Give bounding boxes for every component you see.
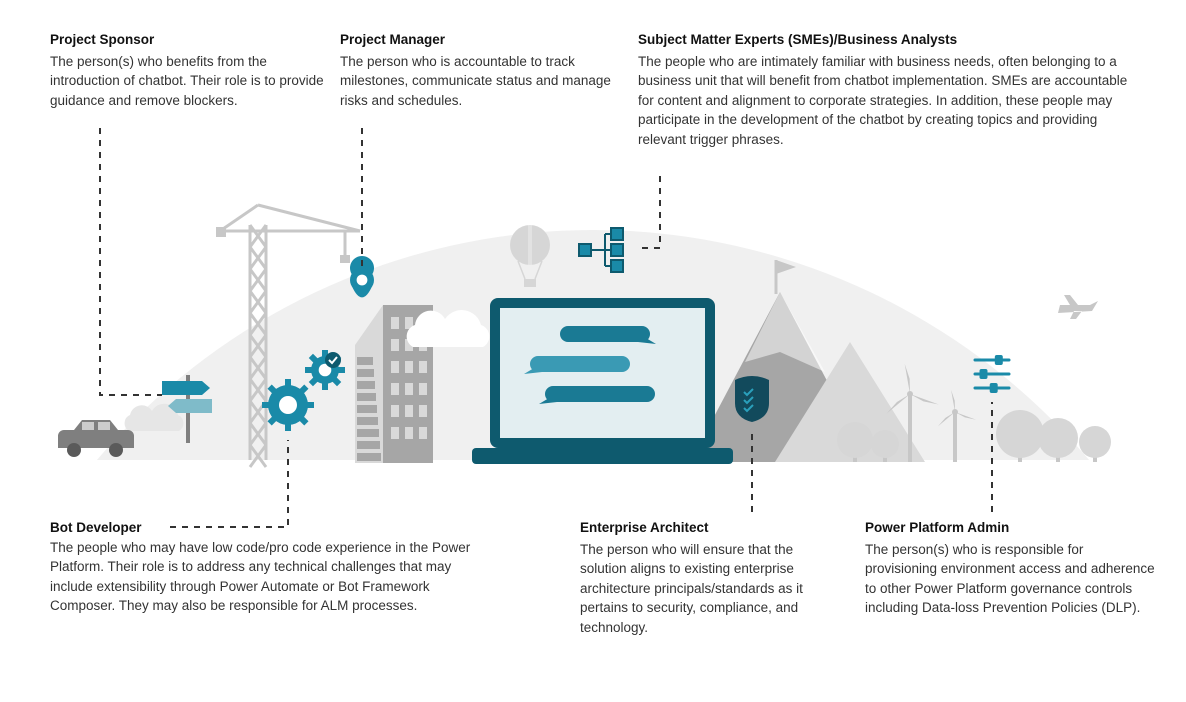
gear-icon bbox=[262, 379, 314, 431]
connector-botdev bbox=[170, 440, 288, 527]
role-botdev: Bot Developer The people who may have lo… bbox=[50, 518, 480, 616]
role-ea: Enterprise Architect The person who will… bbox=[580, 518, 840, 637]
role-admin-title: Power Platform Admin bbox=[865, 518, 1155, 538]
role-admin: Power Platform Admin The person(s) who i… bbox=[865, 518, 1155, 618]
connector-sme bbox=[637, 176, 660, 248]
role-admin-desc: The person(s) who is responsible for pro… bbox=[865, 540, 1155, 618]
role-sponsor: Project Sponsor The person(s) who benefi… bbox=[50, 30, 330, 110]
role-ea-title: Enterprise Architect bbox=[580, 518, 840, 538]
orgchart-icon bbox=[579, 228, 623, 272]
role-sme-desc: The people who are intimately familiar w… bbox=[638, 52, 1138, 150]
role-pm: Project Manager The person who is accoun… bbox=[340, 30, 630, 110]
shield-icon bbox=[735, 376, 769, 422]
role-sme: Subject Matter Experts (SMEs)/Business A… bbox=[638, 30, 1138, 149]
sliders-icon bbox=[975, 355, 1009, 393]
signpost-icon bbox=[162, 381, 210, 395]
map-pin-icon bbox=[350, 256, 374, 297]
mountains-icon bbox=[690, 292, 925, 462]
role-pm-title: Project Manager bbox=[340, 30, 630, 50]
role-ea-desc: The person who will ensure that the solu… bbox=[580, 540, 840, 638]
signpost-pole bbox=[186, 375, 190, 443]
laptop-icon bbox=[472, 298, 733, 464]
role-sponsor-desc: The person(s) who benefits from the intr… bbox=[50, 52, 330, 111]
role-pm-desc: The person who is accountable to track m… bbox=[340, 52, 630, 111]
connector-sponsor bbox=[100, 128, 162, 395]
role-botdev-title: Bot Developer bbox=[50, 520, 142, 535]
gear-icon bbox=[305, 350, 345, 390]
role-sme-title: Subject Matter Experts (SMEs)/Business A… bbox=[638, 30, 1138, 50]
role-botdev-desc: The people who may have low code/pro cod… bbox=[50, 538, 480, 616]
role-sponsor-title: Project Sponsor bbox=[50, 30, 330, 50]
